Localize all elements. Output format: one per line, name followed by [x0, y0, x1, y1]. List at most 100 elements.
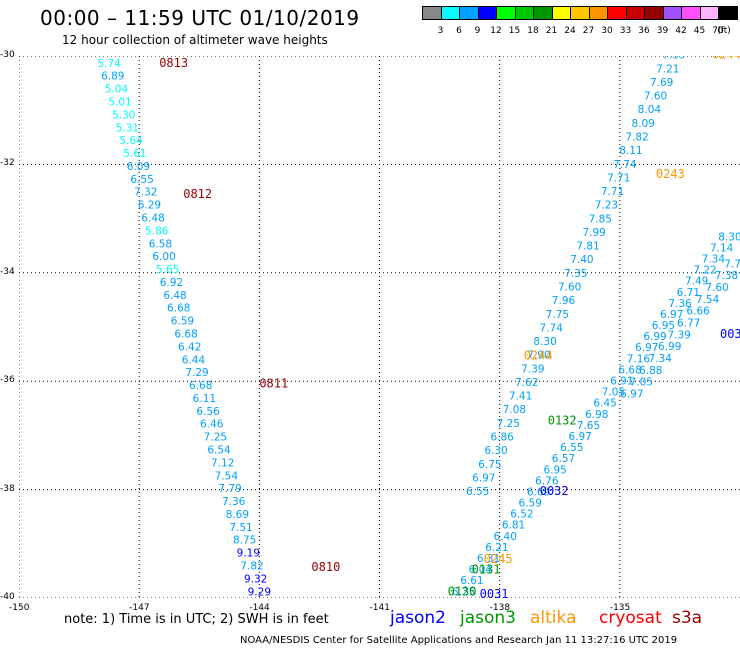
wave-value-east-overlap: 6.69	[527, 486, 550, 498]
wave-value-east: 7.21	[656, 63, 679, 75]
color-bin	[533, 6, 553, 20]
credit-line: NOAA/NESDIS Center for Satellite Applica…	[240, 635, 678, 646]
wave-value-cryosat: 6.59	[171, 316, 194, 328]
page-subtitle: 12 hour collection of altimeter wave hei…	[62, 33, 328, 47]
wave-value-cryosat: 6.09	[127, 161, 150, 173]
wave-value-east-overlap: 6.21	[485, 542, 508, 554]
color-bin-label: 70	[712, 26, 724, 36]
color-bin	[699, 6, 719, 20]
wave-value-east: 6.86	[490, 431, 514, 443]
color-bin-label: 12	[490, 26, 502, 36]
wave-value-cryosat: 6.00	[152, 251, 175, 263]
wave-value-east: 7.71	[601, 186, 624, 198]
wave-value-east-overlap: 6.57	[552, 453, 575, 465]
color-bar-unit: (ft)	[717, 26, 731, 36]
wave-value-east: 7.23	[595, 200, 618, 212]
color-bin	[551, 6, 571, 20]
color-bin	[607, 6, 627, 20]
color-bin-label: 36	[638, 26, 650, 36]
wave-value-east: 7.82	[625, 132, 648, 144]
pass-time-label: 0243	[656, 167, 685, 181]
map-plot-area[interactable]: 5.74 6.89 5.04 5.01 5.30 5.31 5.64 5.61 6.09 6.55…	[19, 56, 740, 598]
wave-value-east: 7.90	[527, 350, 550, 362]
wave-value-far-east: 7.60	[705, 282, 728, 294]
wave-value-east-overlap: 6.95	[543, 464, 566, 476]
wave-value-east: 7.74	[540, 322, 564, 334]
wave-value-cryosat: 5.86	[145, 225, 169, 237]
wave-value-cryosat: 8.69	[226, 509, 249, 521]
color-bin-label: 24	[564, 26, 576, 36]
wave-value-east: 7.71	[607, 172, 630, 184]
wave-value-cryosat: 6.92	[160, 277, 183, 289]
wave-value-cryosat: 6.46	[200, 419, 224, 431]
wave-value-cryosat: 7.54	[215, 470, 239, 482]
pass-time-label: 0032	[720, 327, 740, 341]
wave-value-cryosat: 5.01	[108, 97, 131, 109]
wave-value-east-overlap: 6.71	[677, 287, 700, 299]
color-bin	[570, 6, 590, 20]
wave-value-far-east: 6.66	[686, 306, 710, 318]
wave-value-cryosat: 7.79	[218, 483, 241, 495]
color-bin	[588, 6, 608, 20]
lon-tick-label: -144	[249, 603, 270, 613]
wave-value-east: 8.30	[533, 336, 556, 348]
wave-value-far-east: 7.38	[715, 270, 738, 282]
wave-height-map: 5.746.895.045.015.305.315.645.616.096.55…	[19, 56, 740, 598]
wave-value-far-east: 6.88	[639, 365, 662, 377]
wave-value-east-overlap: 6.45	[593, 398, 616, 410]
wave-value-east: 6.30	[484, 445, 507, 457]
wave-value-east-overlap: 7.05	[602, 387, 625, 399]
color-bin	[718, 6, 738, 20]
footer-note: note: 1) Time is in UTC; 2) SWH is in fe…	[64, 612, 329, 627]
lat-tick-label: -32	[0, 158, 15, 169]
pass-time-label: 0031	[480, 587, 509, 598]
wave-value-east: 7.62	[515, 377, 538, 389]
wave-value-cryosat: 9.19	[237, 548, 260, 560]
wave-value-east-overlap: 6.59	[519, 498, 542, 510]
wave-value-cryosat: 5.64	[119, 135, 143, 147]
wave-value-cryosat: 6.48	[141, 213, 164, 225]
wave-value-far-east: 7.76	[724, 258, 740, 270]
color-bin-label: 45	[693, 26, 706, 36]
pass-time-label: 0131	[472, 563, 501, 577]
wave-value-east-overlap: 6.97	[660, 309, 683, 321]
wave-value-east: 7.59	[662, 56, 685, 62]
wave-value-cryosat: 6.56	[196, 406, 220, 418]
wave-value-east-overlap: 6.55	[560, 442, 583, 454]
wave-value-far-east: 6.97	[620, 388, 643, 400]
color-bin	[644, 6, 664, 20]
lat-tick-label: -30	[0, 50, 15, 60]
legend-item-altika: altika	[530, 608, 577, 628]
wave-value-cryosat: 7.32	[134, 187, 157, 199]
wave-value-far-east: 6.99	[658, 341, 681, 353]
pass-time-label: 0813	[159, 56, 188, 70]
wave-value-east-overlap: 7.36	[668, 298, 692, 310]
wave-value-cryosat: 6.55	[130, 174, 153, 186]
wave-value-cryosat: 7.82	[240, 561, 263, 573]
wave-value-east: 7.75	[546, 309, 569, 321]
wave-value-far-east: 6.77	[677, 318, 700, 330]
wave-value-cryosat: 5.04	[105, 84, 129, 96]
lat-tick-label: -40	[0, 592, 15, 602]
wave-value-east-overlap: 6.04	[469, 564, 493, 576]
wave-value-cryosat: 5.74	[97, 58, 121, 70]
wave-value-east-overlap: 6.76	[535, 475, 559, 487]
color-bin-label: 3	[437, 26, 444, 36]
wave-value-cryosat: 6.11	[193, 393, 216, 405]
wave-value-east-overlap: 6.97	[568, 431, 591, 443]
wave-value-cryosat: 5.65	[156, 264, 179, 276]
legend-item-jason2: jason2	[390, 608, 446, 628]
wave-value-cryosat: 8.75	[233, 535, 256, 547]
pass-time-label: 0811	[259, 377, 288, 391]
lon-tick-label: -141	[369, 603, 390, 613]
lat-tick-label: -34	[0, 266, 15, 277]
wave-value-east-overlap: 6.61	[460, 575, 483, 587]
color-bin	[514, 6, 534, 20]
wave-value-east: 7.69	[650, 77, 673, 89]
color-bin	[477, 6, 497, 20]
wave-value-cryosat: 6.58	[149, 238, 172, 250]
wave-value-east: 7.74	[613, 159, 637, 171]
color-bin	[422, 6, 442, 20]
color-bin-label: 18	[527, 26, 539, 36]
